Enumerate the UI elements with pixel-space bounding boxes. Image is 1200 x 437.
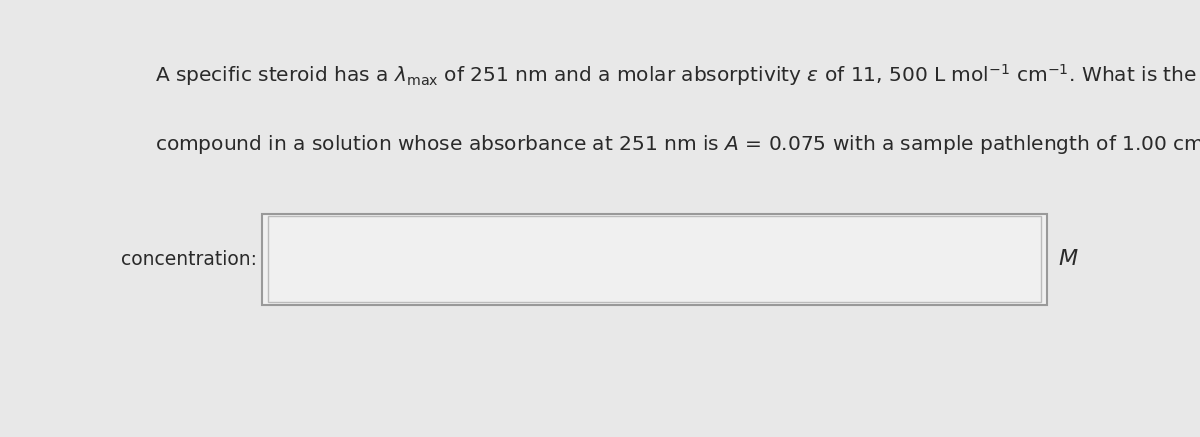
Text: M: M — [1058, 250, 1078, 269]
Text: A specific steroid has a $\lambda_{\mathrm{max}}$ of 251 nm and a molar absorpti: A specific steroid has a $\lambda_{\math… — [155, 62, 1200, 88]
Bar — [268, 216, 1040, 302]
Bar — [262, 214, 1048, 305]
Text: compound in a solution whose absorbance at 251 nm is $A$ = 0.075 with a sample p: compound in a solution whose absorbance … — [155, 133, 1200, 156]
Text: concentration:: concentration: — [121, 250, 257, 269]
